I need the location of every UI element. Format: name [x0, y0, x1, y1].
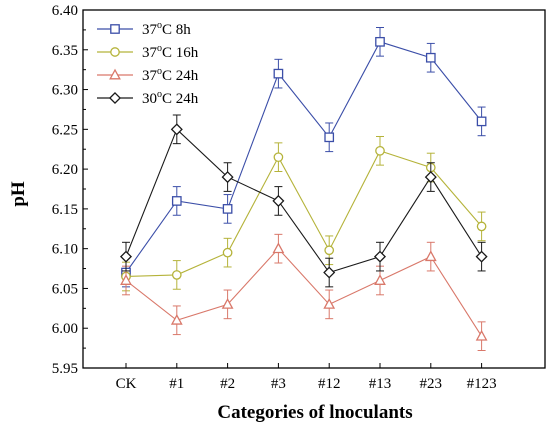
data-point	[120, 274, 132, 285]
legend-item: 37oC 16h	[97, 43, 199, 61]
x-tick-label: #3	[271, 376, 286, 392]
data-point	[475, 250, 488, 263]
legend-item: 37oC 8h	[97, 20, 191, 38]
legend-item: 30oC 24h	[97, 89, 199, 107]
data-point	[171, 196, 182, 206]
data-point	[424, 250, 437, 262]
y-tick-label: 6.35	[52, 43, 78, 59]
data-point	[272, 194, 285, 207]
data-point	[323, 266, 336, 279]
x-tick-label: #123	[467, 376, 497, 392]
data-point	[272, 242, 285, 254]
x-axis: CK #1 #2 #3 #12 #13 #23 #123	[116, 363, 497, 392]
plot-area	[82, 9, 546, 369]
data-point	[273, 68, 284, 79]
data-point	[324, 245, 335, 256]
legend-label: 37oC 24h	[142, 66, 199, 84]
data-point	[170, 123, 183, 136]
series-line	[125, 247, 483, 337]
legend-label-degree: o	[157, 66, 162, 77]
data-point	[475, 329, 488, 341]
x-tick-label: #2	[220, 376, 235, 392]
y-axis: 5.95 6.00 6.05 6.10 6.15 6.20 6.25 6.30 6.35 6.40	[52, 3, 88, 377]
data-point	[476, 221, 487, 232]
data-point	[119, 250, 133, 263]
legend-label-degree: o	[157, 89, 162, 100]
plot-frame	[82, 9, 546, 369]
legend-marker	[108, 91, 122, 105]
legend-label-rest: C 8h	[162, 22, 191, 38]
x-tick-label: #13	[369, 376, 392, 392]
data-point	[222, 204, 233, 214]
x-axis-title: Categories of lnoculants	[217, 402, 412, 423]
data-point	[375, 145, 385, 156]
legend-label: 30oC 24h	[142, 89, 199, 107]
legend-label-base: 37	[142, 22, 158, 38]
data-point	[424, 171, 437, 184]
y-tick-label: 6.15	[52, 202, 78, 218]
data-point	[170, 313, 183, 325]
legend-label-rest: C 16h	[162, 45, 199, 61]
data-point	[323, 297, 336, 309]
y-tick-label: 6.40	[52, 3, 78, 19]
data-point	[221, 297, 234, 309]
legend-label: 37oC 16h	[142, 43, 199, 61]
y-axis-title: pH	[8, 181, 29, 207]
x-tick-label: #12	[318, 376, 341, 392]
x-tick-label: CK	[116, 376, 137, 392]
data-point	[324, 132, 335, 143]
legend-marker	[109, 68, 121, 80]
x-tick-label: #1	[169, 376, 184, 392]
legend-label-rest: C 24h	[162, 68, 199, 84]
data-point	[375, 36, 385, 47]
legend-label-base: 37	[142, 45, 158, 61]
y-tick-label: 6.00	[52, 321, 78, 337]
series-2	[120, 233, 488, 351]
y-tick-label: 6.10	[52, 242, 78, 258]
legend-item: 37oC 24h	[97, 66, 199, 84]
legend-label-base: 30	[142, 91, 157, 107]
series-line	[125, 150, 483, 278]
series-layer	[119, 27, 488, 351]
legend-label-rest: C 24h	[162, 91, 199, 107]
data-point	[425, 52, 436, 63]
data-point	[171, 270, 182, 280]
x-tick-label: #23	[420, 376, 443, 392]
legend-marker	[110, 24, 120, 34]
data-point	[476, 116, 487, 127]
series-line	[125, 41, 483, 273]
y-tick-label: 6.05	[52, 281, 78, 297]
data-point	[374, 274, 386, 285]
legend-marker	[110, 47, 120, 57]
data-point	[221, 171, 234, 184]
y-tick-label: 6.25	[52, 122, 78, 138]
y-tick-label: 6.30	[52, 83, 78, 99]
legend-label-degree: o	[157, 20, 162, 31]
data-point	[273, 152, 284, 163]
data-point	[222, 247, 233, 258]
y-tick-label: 6.20	[52, 162, 78, 178]
series-3	[119, 114, 488, 288]
legend-label-degree: o	[157, 43, 162, 54]
legend-label: 37oC 8h	[142, 20, 191, 38]
legend-label-base: 37	[142, 68, 158, 84]
series-line	[125, 128, 483, 274]
y-tick-label: 5.95	[52, 361, 78, 377]
data-point	[373, 250, 387, 263]
